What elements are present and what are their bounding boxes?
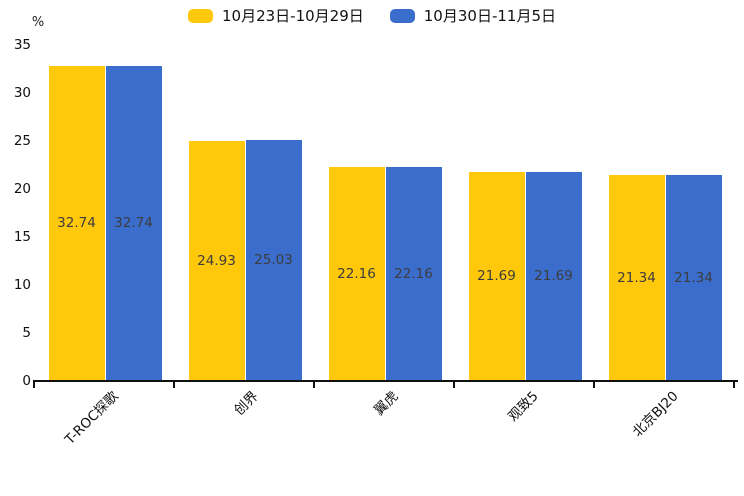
legend-label: 10月23日-10月29日 xyxy=(222,7,364,25)
bar-北京BJ20-series-1 xyxy=(608,175,665,380)
x-axis-tick-mark xyxy=(33,382,35,388)
legend-label: 10月30日-11月5日 xyxy=(423,7,556,25)
legend: 10月23日-10月29日 10月30日-11月5日 xyxy=(0,6,744,26)
bar-翼虎-series-2 xyxy=(385,167,442,380)
bar-value-label: 32.74 xyxy=(57,215,96,231)
bar-创界-series-2 xyxy=(245,140,302,380)
x-axis-category-label: 观致5 xyxy=(505,388,542,425)
y-axis-tick-label: 0 xyxy=(22,373,31,389)
bar-创界-series-1 xyxy=(188,141,245,380)
y-axis-tick-label: 25 xyxy=(13,133,31,149)
bar-value-label: 32.74 xyxy=(114,215,153,231)
bar-翼虎-series-1 xyxy=(328,167,385,380)
y-axis-tick-label: 15 xyxy=(13,229,31,245)
bar-value-label: 21.34 xyxy=(617,269,656,286)
legend-swatch-icon xyxy=(188,9,213,23)
bar-观致5-series-2 xyxy=(525,172,582,380)
bar-value-label: 21.34 xyxy=(674,269,713,286)
y-axis-tick-label: 5 xyxy=(22,325,31,341)
y-axis-tick-label: 35 xyxy=(13,37,31,53)
x-axis-tick-mark xyxy=(453,382,455,388)
bar-value-label: 21.69 xyxy=(477,268,516,284)
y-axis-tick-label: 20 xyxy=(13,181,31,197)
bar-value-label: 25.03 xyxy=(254,252,293,268)
legend-item-series-2: 10月30日-11月5日 xyxy=(389,6,556,26)
bar-value-label: 21.69 xyxy=(534,268,573,284)
bar-value-label: 22.16 xyxy=(337,265,376,282)
bar-北京BJ20-series-2 xyxy=(665,175,722,380)
y-axis-tick-label: 30 xyxy=(13,85,31,101)
x-axis-tick-mark xyxy=(173,382,175,388)
x-axis-line xyxy=(33,380,738,382)
bar-value-label: 22.16 xyxy=(394,265,433,282)
x-axis-category-label: 北京BJ20 xyxy=(629,388,682,441)
y-axis-tick-label: 10 xyxy=(13,277,31,293)
bar-观致5-series-1 xyxy=(468,172,525,380)
bar-value-label: 24.93 xyxy=(197,252,236,269)
x-axis-tick-mark xyxy=(313,382,315,388)
x-axis-tick-mark xyxy=(733,382,735,388)
bar-T-ROC探歌-series-1 xyxy=(48,66,105,380)
x-axis-category-label: 创界 xyxy=(231,388,262,419)
x-axis-category-label: 翼虎 xyxy=(371,388,402,419)
legend-swatch-icon xyxy=(389,9,415,23)
y-axis-unit-label: % xyxy=(31,15,45,30)
bar-T-ROC探歌-series-2 xyxy=(105,66,162,380)
x-axis-tick-mark xyxy=(593,382,595,388)
x-axis-category-label: T-ROC探歌 xyxy=(61,388,122,448)
legend-item-series-1: 10月23日-10月29日 xyxy=(188,6,364,26)
